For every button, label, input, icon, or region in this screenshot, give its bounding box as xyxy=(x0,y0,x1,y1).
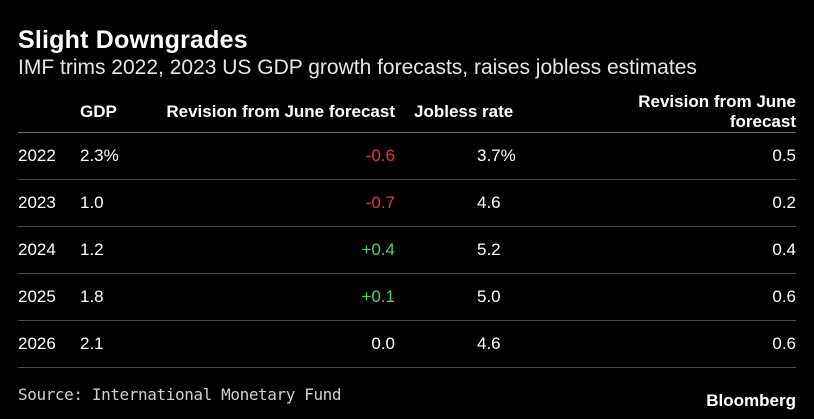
table-row: 2024 1.2 +0.4 5.2 0.4 xyxy=(18,226,796,274)
header-gdp: GDP xyxy=(80,92,158,133)
jobless-revision-cell: 0.6 xyxy=(602,320,796,368)
table-row: 2025 1.8 +0.1 5.0 0.6 xyxy=(18,273,796,321)
table-header-row: GDP Revision from June forecast Jobless … xyxy=(18,92,796,133)
gdp-revision-cell: 0.0 xyxy=(158,320,395,368)
jobless-rate-cell: 4.6 xyxy=(395,179,602,227)
gdp-revision-cell: +0.1 xyxy=(158,273,395,321)
header-jobless-rate: Jobless rate xyxy=(395,92,602,133)
table-row: 2023 1.0 -0.7 4.6 0.2 xyxy=(18,179,796,227)
table-row: 2026 2.1 0.0 4.6 0.6 xyxy=(18,320,796,368)
table-row: 2022 2.3% -0.6 3.7% 0.5 xyxy=(18,132,796,180)
chart-subtitle: IMF trims 2022, 2023 US GDP growth forec… xyxy=(18,56,697,79)
year-cell: 2026 xyxy=(18,320,80,368)
jobless-revision-cell: 0.2 xyxy=(602,179,796,227)
gdp-cell: 1.8 xyxy=(80,273,158,321)
table-body: 2022 2.3% -0.6 3.7% 0.5 2023 1.0 -0.7 4.6 0.2 2024… xyxy=(18,132,796,368)
jobless-revision-cell: 0.4 xyxy=(602,226,796,274)
forecast-table: GDP Revision from June forecast Jobless … xyxy=(18,92,796,368)
header-gdp-revision: Revision from June forecast xyxy=(158,92,395,133)
gdp-cell: 1.2 xyxy=(80,226,158,274)
year-cell: 2023 xyxy=(18,179,80,227)
year-cell: 2022 xyxy=(18,132,80,180)
source-note: Source: International Monetary Fund xyxy=(18,385,342,404)
gdp-revision-cell: -0.6 xyxy=(158,132,395,180)
bloomberg-logo: Bloomberg xyxy=(706,391,796,410)
jobless-revision-cell: 0.5 xyxy=(602,132,796,180)
jobless-revision-cell: 0.6 xyxy=(602,273,796,321)
header-year xyxy=(18,92,80,133)
year-cell: 2025 xyxy=(18,273,80,321)
header-jobless-revision: Revision from June forecast xyxy=(602,92,796,133)
jobless-rate-cell: 3.7% xyxy=(395,132,602,180)
chart-title: Slight Downgrades xyxy=(18,26,248,54)
jobless-rate-cell: 4.6 xyxy=(395,320,602,368)
gdp-revision-cell: +0.4 xyxy=(158,226,395,274)
gdp-cell: 2.3% xyxy=(80,132,158,180)
gdp-revision-cell: -0.7 xyxy=(158,179,395,227)
jobless-rate-cell: 5.2 xyxy=(395,226,602,274)
gdp-cell: 2.1 xyxy=(80,320,158,368)
jobless-rate-cell: 5.0 xyxy=(395,273,602,321)
gdp-cell: 1.0 xyxy=(80,179,158,227)
year-cell: 2024 xyxy=(18,226,80,274)
